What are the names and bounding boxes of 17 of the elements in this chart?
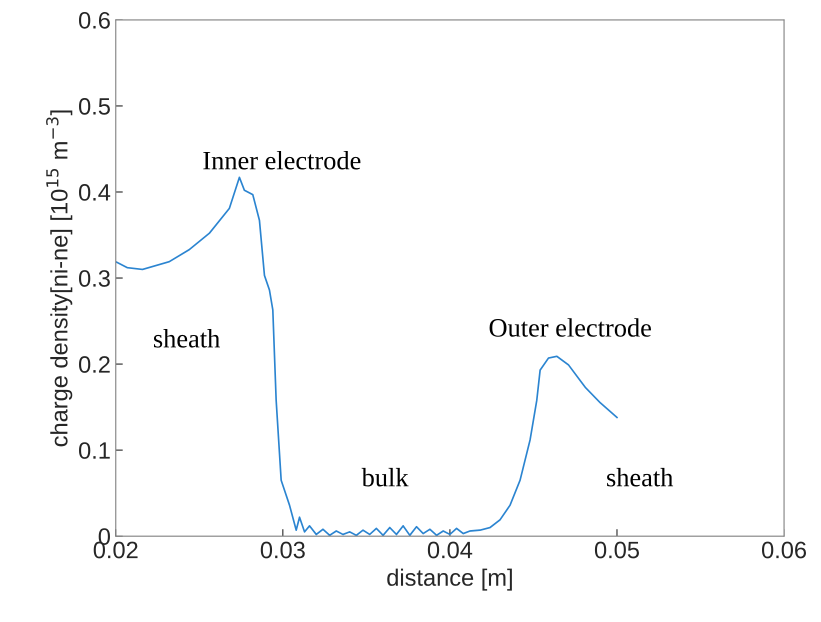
y-tick-label: 0.3: [79, 270, 110, 287]
annotation: Inner electrode: [203, 150, 360, 170]
x-tick-label: 0.06: [762, 542, 806, 558]
annotation: bulk: [362, 468, 409, 486]
annotation: Outer electrode: [490, 318, 651, 337]
y-tick-label: 0.4: [79, 184, 110, 201]
y-tick-label: 0.1: [79, 442, 110, 459]
x-tick-label: 0.04: [428, 542, 472, 558]
y-tick-label: 0.5: [79, 98, 110, 115]
y-axis-title: charge density[ni-ne] [10$^{15}$ m$^{−3}$]: [46, 110, 72, 446]
y-tick-label: 0.2: [79, 356, 110, 373]
x-tick-label: 0.05: [594, 542, 639, 558]
y-tick-label: 0.6: [79, 12, 110, 29]
annotation: sheath: [607, 468, 674, 486]
annotation: sheath: [154, 329, 220, 348]
x-axis-title: distance [m]: [387, 568, 512, 591]
x-tick-label: 0.03: [260, 542, 305, 558]
